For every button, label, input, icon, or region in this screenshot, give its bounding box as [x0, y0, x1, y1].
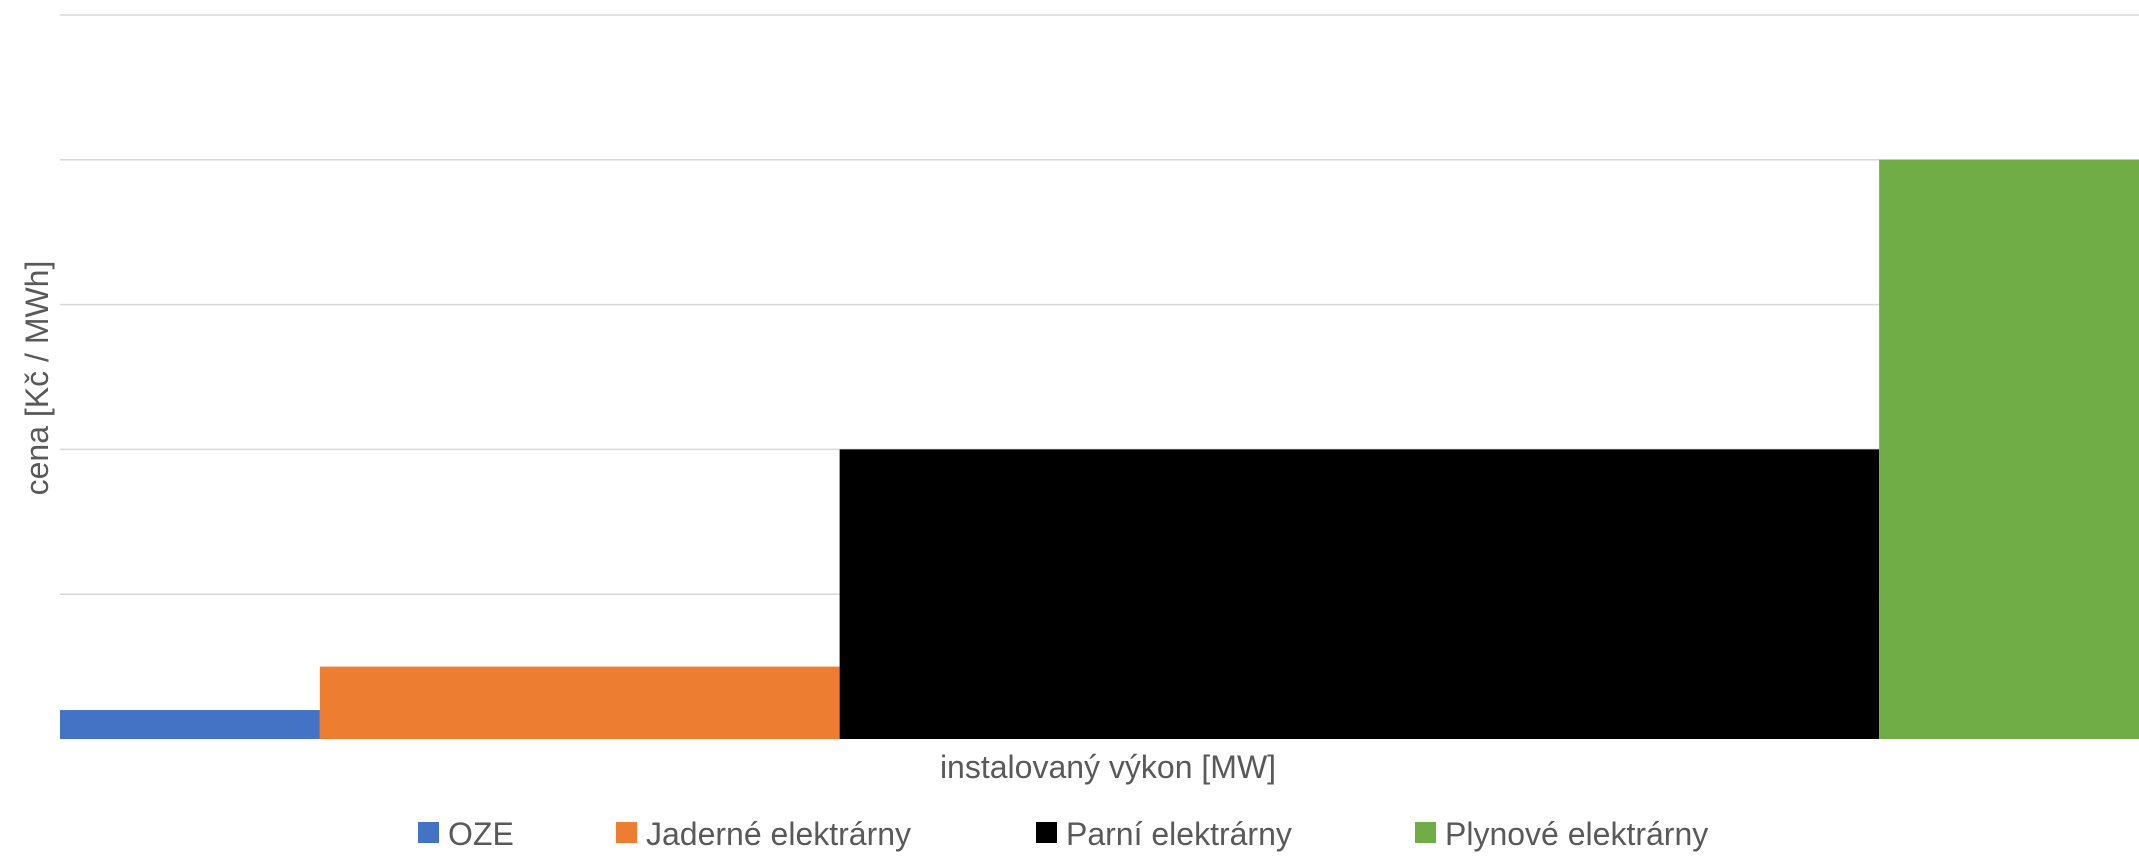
legend: OZE Jaderné elektrárny Parní elektrárny Ply… [418, 816, 1708, 852]
legend-swatch [1415, 822, 1436, 843]
bar-plynov-elektr-rny [1879, 159, 2139, 740]
x-axis-title: instalovaný výkon [MW] [940, 749, 1276, 785]
legend-label: OZE [448, 816, 514, 852]
legend-swatch [616, 822, 637, 843]
legend-item: Parní elektrárny [1036, 816, 1292, 852]
y-axis-title: cena [Kč / MWh] [19, 261, 55, 496]
legend-swatch [418, 822, 439, 843]
legend-item: OZE [418, 816, 514, 852]
bars [60, 159, 2139, 740]
bar-jadern-elektr-rny [319, 666, 840, 739]
legend-swatch [1036, 822, 1057, 843]
legend-label: Plynové elektrárny [1445, 816, 1708, 852]
bar-parn-elektr-rny [839, 449, 1880, 739]
legend-label: Parní elektrárny [1066, 816, 1292, 852]
legend-label: Jaderné elektrárny [646, 816, 911, 852]
bar-oze [60, 710, 320, 739]
legend-item: Jaderné elektrárny [616, 816, 911, 852]
legend-item: Plynové elektrárny [1415, 816, 1708, 852]
